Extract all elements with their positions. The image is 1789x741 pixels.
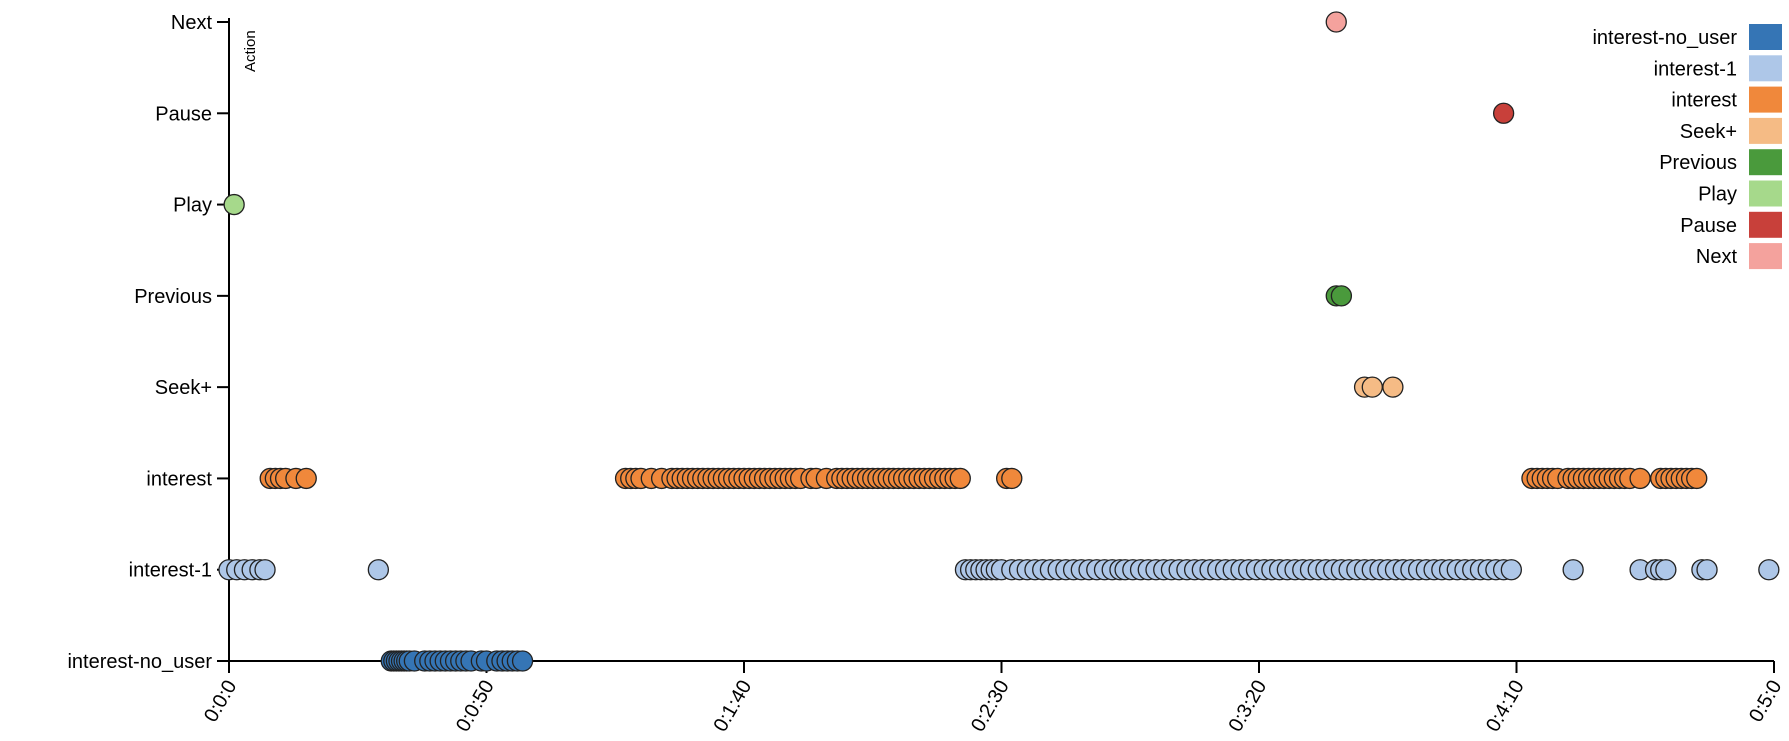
y-tick-label: interest-no_user [67,651,212,673]
point-interest [295,467,317,490]
x-tick-label: 0:0:50 [452,677,499,736]
legend-swatch [1749,24,1782,50]
x-axis: 0:0:0 0:0:50 0:1:40 0:2:30 0:3:20 0:4:10 0:5:0 [200,660,1786,736]
point-interest-1 [1500,559,1522,581]
legend-label: interest-no_user [1592,27,1737,49]
point-Play [223,193,245,216]
x-tick-label: 0:1:40 [709,677,756,736]
point-interest [1686,467,1708,490]
point-interest-no_user [511,650,534,672]
y-tick-label: Previous [134,286,212,308]
legend: interest-no_user interest-1 interest Seek+ P… [1592,24,1782,270]
legend-label: Seek+ [1680,121,1737,143]
legend-swatch [1749,117,1782,144]
y-tick-label: interest [146,468,212,490]
legend-swatch [1749,86,1782,113]
point-Previous [1330,285,1353,307]
x-tick-label: 0:0:0 [200,677,241,727]
x-tick-label: 0:2:30 [967,677,1014,736]
x-tick-label: 0:4:10 [1482,677,1529,736]
y-tick-label: Play [173,195,212,217]
point-interest-1 [1696,559,1718,581]
point-Pause [1492,102,1515,124]
legend-label: Play [1698,184,1737,206]
point-Next [1325,11,1347,33]
x-tick-label: 0:5:0 [1745,677,1786,727]
y-tick-label: Seek+ [155,377,212,399]
y-axis-title: Action [242,30,259,72]
legend-swatch [1749,55,1782,82]
legend-label: interest [1671,90,1737,112]
legend-swatch [1749,243,1782,270]
data-points [218,11,1780,672]
legend-swatch [1749,149,1782,176]
point-interest-1 [367,559,390,581]
legend-label: interest-1 [1654,58,1737,80]
y-tick-label: Next [171,12,213,34]
point-interest-1 [1655,559,1677,581]
legend-label: Previous [1659,152,1737,174]
point-interest [949,467,971,490]
legend-swatch [1749,211,1782,238]
point-Seek+ [1382,376,1404,398]
y-tick-label: Pause [155,103,212,125]
point-interest [1629,467,1651,490]
legend-label: Pause [1680,215,1737,237]
point-interest [1001,467,1023,490]
y-tick-label: interest-1 [129,560,212,582]
point-Seek+ [1361,376,1383,398]
legend-swatch [1749,180,1782,207]
point-interest-1 [254,559,276,581]
y-axis: interest-no_user interest-1 interest Seek+ P… [67,12,230,673]
point-interest-1 [1758,559,1780,581]
x-tick-label: 0:3:20 [1224,677,1271,736]
legend-label: Next [1696,246,1738,268]
point-interest-1 [1562,559,1584,581]
